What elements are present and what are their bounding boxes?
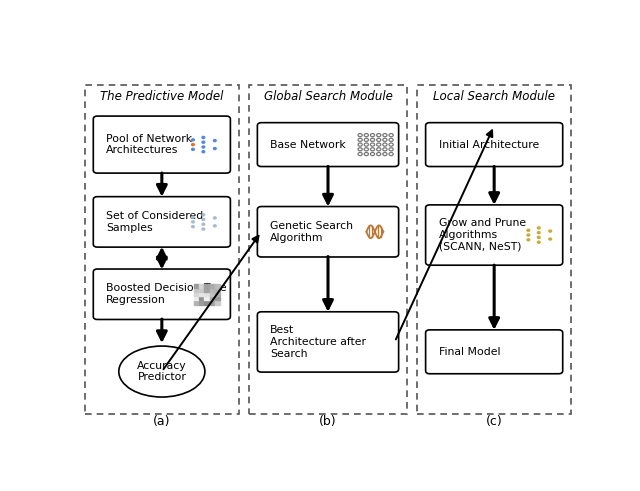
Bar — [199, 284, 204, 288]
Bar — [204, 293, 209, 297]
Text: (c): (c) — [486, 414, 502, 428]
FancyBboxPatch shape — [426, 330, 563, 374]
Text: Best
Architecture after
Search: Best Architecture after Search — [270, 326, 366, 358]
Bar — [216, 293, 220, 297]
Circle shape — [527, 234, 530, 236]
Circle shape — [538, 227, 540, 229]
FancyBboxPatch shape — [257, 123, 399, 166]
Circle shape — [202, 223, 205, 225]
Bar — [417, 85, 571, 414]
Bar — [210, 301, 215, 304]
Bar — [216, 301, 220, 304]
FancyBboxPatch shape — [93, 269, 230, 320]
Circle shape — [191, 226, 195, 228]
Circle shape — [202, 228, 205, 230]
Text: Local Search Module: Local Search Module — [433, 90, 555, 103]
Circle shape — [202, 141, 205, 143]
Circle shape — [214, 139, 216, 141]
Bar — [193, 293, 198, 297]
FancyBboxPatch shape — [426, 205, 563, 265]
Text: Accuracy
Predictor: Accuracy Predictor — [137, 361, 187, 382]
Bar — [199, 288, 204, 292]
Text: Boosted Decision Tree
Regression: Boosted Decision Tree Regression — [106, 283, 227, 305]
Text: Pool of Network
Architectures: Pool of Network Architectures — [106, 134, 192, 155]
Bar — [210, 284, 215, 288]
Circle shape — [191, 148, 195, 150]
Circle shape — [527, 229, 530, 231]
Bar — [193, 297, 198, 300]
Circle shape — [214, 225, 216, 227]
Text: Grow and Prune
Algorithms
(SCANN, NeST): Grow and Prune Algorithms (SCANN, NeST) — [438, 218, 525, 252]
FancyBboxPatch shape — [257, 312, 399, 372]
Bar — [210, 297, 215, 300]
Bar — [204, 284, 209, 288]
Circle shape — [538, 241, 540, 243]
FancyBboxPatch shape — [426, 123, 563, 166]
Bar — [193, 301, 198, 304]
Text: Genetic Search
Algorithm: Genetic Search Algorithm — [270, 221, 353, 243]
Circle shape — [202, 214, 205, 216]
Text: Base Network: Base Network — [270, 139, 346, 150]
Text: Initial Architecture: Initial Architecture — [438, 139, 539, 150]
Bar — [204, 301, 209, 304]
Circle shape — [191, 216, 195, 218]
Bar — [210, 293, 215, 297]
Circle shape — [202, 146, 205, 148]
Bar — [204, 297, 209, 300]
Ellipse shape — [119, 346, 205, 397]
Bar — [210, 288, 215, 292]
FancyBboxPatch shape — [257, 207, 399, 257]
Circle shape — [191, 221, 195, 223]
Circle shape — [202, 151, 205, 153]
Circle shape — [202, 218, 205, 220]
Text: Global Search Module: Global Search Module — [264, 90, 392, 103]
Text: Final Model: Final Model — [438, 347, 500, 357]
Text: The Predictive Model: The Predictive Model — [100, 90, 223, 103]
Circle shape — [214, 217, 216, 219]
Circle shape — [527, 239, 530, 241]
Bar — [199, 297, 204, 300]
Bar — [193, 284, 198, 288]
Circle shape — [191, 143, 195, 146]
Bar — [249, 85, 408, 414]
Circle shape — [202, 136, 205, 138]
Bar — [199, 301, 204, 304]
Circle shape — [549, 238, 552, 240]
Circle shape — [191, 139, 195, 141]
Bar — [193, 288, 198, 292]
Text: Set of Considered
Samples: Set of Considered Samples — [106, 211, 204, 233]
Text: (a): (a) — [153, 414, 171, 428]
Circle shape — [214, 147, 216, 150]
Bar — [85, 85, 239, 414]
FancyBboxPatch shape — [93, 116, 230, 173]
Circle shape — [538, 236, 540, 239]
Bar — [199, 293, 204, 297]
Text: (b): (b) — [319, 414, 337, 428]
Bar — [216, 297, 220, 300]
Circle shape — [538, 232, 540, 234]
Bar — [216, 288, 220, 292]
FancyBboxPatch shape — [93, 197, 230, 247]
Circle shape — [549, 230, 552, 232]
Bar — [204, 288, 209, 292]
Bar — [216, 284, 220, 288]
